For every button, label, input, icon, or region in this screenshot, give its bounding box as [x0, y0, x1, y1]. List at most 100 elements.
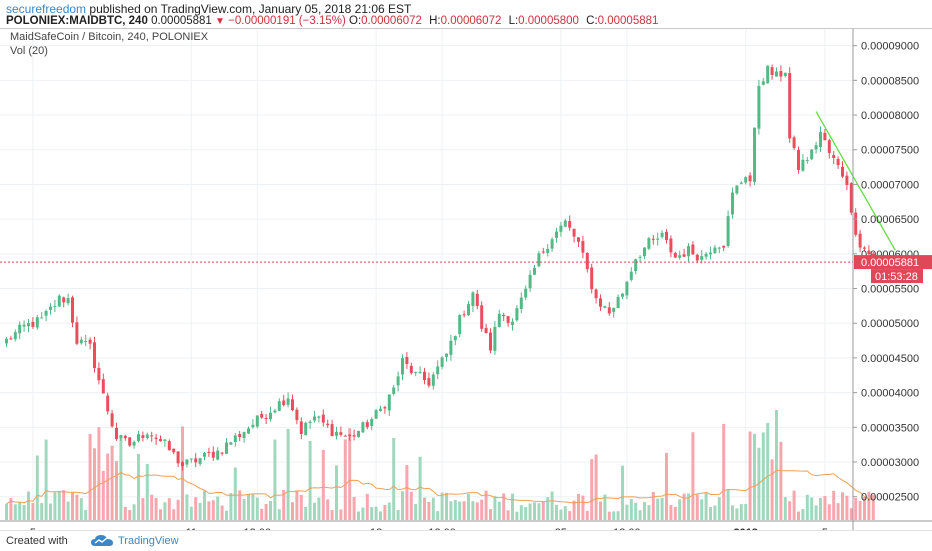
candle-body [211, 451, 215, 458]
candle-body [35, 317, 39, 328]
volume-bar [484, 490, 488, 520]
footer-brand[interactable]: TradingView [118, 535, 179, 547]
volume-bar [27, 491, 30, 520]
volume-bar [709, 507, 712, 520]
candle-body [511, 321, 514, 325]
candle-body [172, 448, 176, 453]
candle-body [137, 434, 140, 442]
candle-body [717, 247, 721, 249]
candle-body [761, 81, 765, 85]
candle-body [291, 399, 294, 411]
candle-body [757, 85, 761, 129]
y-tick-label: 0.00005000 [861, 318, 919, 330]
volume-bar [515, 511, 519, 520]
volume-bar [172, 509, 176, 520]
candle-body [819, 132, 822, 147]
volume-bar [383, 504, 387, 520]
candle-body [651, 238, 655, 240]
volume-bar [75, 494, 79, 520]
candle-body [783, 72, 787, 76]
volume-bar [827, 504, 831, 520]
candle-body [537, 253, 541, 267]
candle-body [603, 306, 607, 308]
volume-bar [79, 498, 83, 520]
footer-created-label: Created with [6, 535, 68, 547]
candle-body [189, 458, 193, 460]
candle-body [277, 401, 281, 411]
candle-body [352, 435, 356, 437]
volume-bar [264, 504, 268, 520]
legend-volume: Vol (20) [10, 45, 48, 57]
candle-body [585, 252, 589, 270]
volume-bar [44, 439, 48, 520]
candle-body [97, 367, 101, 381]
candle-body [559, 225, 563, 232]
volume-bar [845, 495, 849, 520]
candle-body [467, 304, 470, 316]
volume-bar [123, 506, 127, 520]
volume-bar [141, 498, 145, 520]
chart-area[interactable]: 0.00009000 0.00008500 0.00008000 0.00007500… [0, 29, 932, 539]
y-tick-label: 0.00002500 [861, 492, 919, 504]
volume-bar [805, 494, 809, 520]
volume-bar [423, 497, 426, 520]
candle-body [797, 149, 800, 170]
candle-body [181, 462, 184, 467]
candle-body [317, 416, 321, 418]
candle-body [528, 274, 532, 289]
candle-body [695, 254, 699, 261]
candle-body [5, 338, 8, 344]
candle-body [735, 185, 739, 194]
volume-bar [638, 510, 642, 520]
candle-body [801, 159, 805, 171]
volume-bar [863, 497, 866, 520]
author-link[interactable]: securefreedom [6, 2, 87, 16]
candle-body [555, 231, 558, 238]
candle-body [854, 212, 858, 235]
volume-bar [260, 508, 264, 520]
volume-bar [357, 511, 360, 520]
y-tick-label: 0.00004000 [861, 388, 919, 400]
volume-bar [106, 453, 110, 520]
high-value: 0.00006072 [440, 15, 502, 27]
volume-bar [207, 501, 211, 520]
candle-body [577, 237, 580, 242]
low-value: 0.00005800 [518, 15, 579, 27]
volume-bar [599, 501, 602, 520]
candle-body [299, 421, 303, 434]
volume-bar [167, 498, 171, 520]
volume-bar [594, 454, 598, 520]
candle-body [71, 297, 74, 323]
candle-body [616, 296, 620, 309]
candle-body [22, 324, 26, 327]
candle-body [27, 323, 30, 327]
volume-bar [313, 502, 316, 520]
volume-bar [541, 501, 545, 520]
candle-body [132, 441, 136, 446]
volume-bar [462, 501, 466, 520]
candle-body [568, 221, 572, 228]
volume-bar [233, 467, 237, 520]
candle-body [348, 434, 352, 436]
tradingview-cloud-icon [90, 534, 114, 551]
candle-body [216, 450, 220, 460]
candle-body [225, 442, 228, 454]
volume-bar [572, 500, 576, 520]
volume-bar [555, 504, 558, 520]
volume-bar [841, 492, 844, 520]
candle-body [445, 353, 448, 357]
volume-bar [132, 504, 136, 520]
volume-bar [607, 511, 611, 520]
volume-bar [854, 497, 858, 520]
volume-bar [110, 445, 114, 520]
candle-body [792, 137, 796, 148]
volume-bar [871, 494, 875, 520]
volume-bar [181, 426, 184, 520]
last-price: 0.00005881 [151, 15, 212, 27]
volume-bar [361, 507, 365, 520]
candle-body [841, 166, 844, 177]
candle-body [814, 145, 818, 150]
volume-bar [669, 504, 673, 520]
candle-body [462, 314, 466, 316]
price-chart-svg[interactable]: 0.00009000 0.00008500 0.00008000 0.00007500… [0, 29, 932, 539]
